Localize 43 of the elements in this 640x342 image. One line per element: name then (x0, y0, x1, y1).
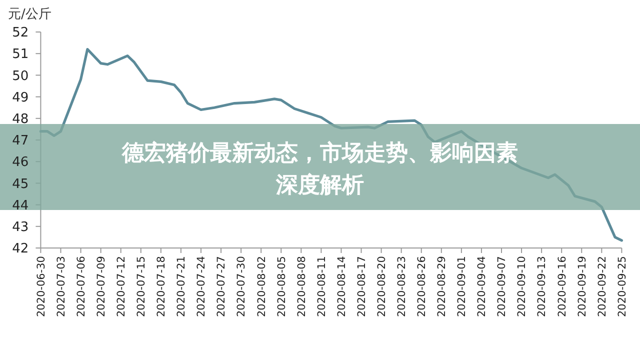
x-tick-label: 2020-09-01 (456, 256, 468, 318)
y-tick-label: 52 (12, 26, 29, 41)
x-tick-label: 2020-07-12 (116, 256, 128, 318)
x-tick-label: 2020-08-05 (276, 256, 288, 318)
x-tick-label: 2020-09-07 (496, 256, 508, 318)
x-tick-label: 2020-07-27 (216, 256, 228, 318)
y-tick-label: 44 (12, 198, 29, 214)
x-tick-label: 2020-07-18 (156, 256, 168, 318)
x-tick-label: 2020-08-29 (436, 256, 448, 318)
x-tick-label: 2020-07-09 (95, 256, 108, 318)
x-tick-label: 2020-08-26 (416, 256, 428, 318)
y-tick-label: 50 (12, 68, 29, 84)
text: 德宏猪价最新动态，市场走势、影响因素深度解析 (121, 140, 518, 198)
x-tick-label: 2020-08-11 (316, 256, 328, 318)
x-tick-label: 2020-09-22 (596, 256, 608, 318)
y-axis-title: 元/公斤 (8, 7, 52, 22)
x-tick-label: 2020-08-02 (256, 256, 268, 318)
y-tick-label: 48 (12, 112, 29, 127)
x-tick-label: 2020-09-19 (576, 256, 588, 318)
y-tick-label: 49 (12, 90, 29, 106)
x-tick-label: 2020-09-16 (556, 256, 568, 318)
x-tick-label: 2020-08-23 (396, 256, 408, 318)
x-tick-label: 2020-07-15 (136, 256, 148, 318)
y-tick-label: 45 (12, 176, 29, 192)
x-tick-label: 2020-09-13 (536, 256, 548, 318)
x-tick-label: 2020-07-06 (75, 256, 88, 318)
x-tick-label: 2020-07-21 (176, 256, 188, 318)
x-tick-label: 2020-07-30 (236, 256, 248, 318)
x-tick-label: 2020-08-20 (376, 256, 388, 318)
y-tick-label: 46 (12, 155, 29, 170)
x-tick-label: 2020-06-30 (35, 256, 48, 318)
y-tick-label: 42 (12, 242, 29, 257)
y-tick-label: 47 (12, 134, 29, 149)
x-tick-label: 2020-09-25 (616, 256, 628, 318)
x-tick-label: 2020-07-24 (196, 256, 208, 318)
x-tick-label: 2020-08-17 (356, 256, 368, 318)
y-tick-label: 43 (12, 220, 29, 235)
x-tick-label: 2020-09-10 (516, 256, 528, 318)
x-tick-label: 2020-07-03 (55, 256, 68, 318)
y-tick-label: 51 (12, 47, 29, 62)
x-tick-label: 2020-08-08 (296, 256, 308, 318)
x-tick-label: 2020-08-14 (336, 256, 348, 318)
x-tick-label: 2020-09-04 (476, 256, 488, 318)
